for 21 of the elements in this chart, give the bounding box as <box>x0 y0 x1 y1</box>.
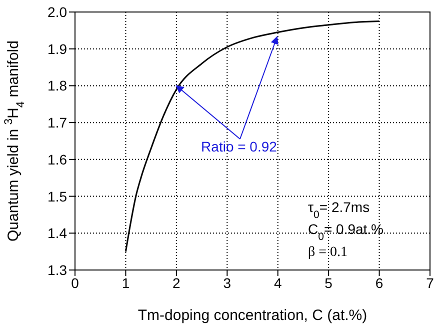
y-tick-label: 1.7 <box>48 114 68 131</box>
x-tick-label: 3 <box>223 274 232 291</box>
annotation: β = 0.1 <box>308 245 348 260</box>
y-tick-label: 1.5 <box>48 188 68 204</box>
y-tick-label: 1.9 <box>48 40 68 57</box>
y-tick-label: 2.0 <box>48 4 68 20</box>
x-axis-title: Tm-doping concentration, C (at.%) <box>138 307 368 324</box>
annotation: C$_{0}$= 0.9at.% <box>308 221 384 243</box>
annotation: Ratio = 0.92 <box>201 138 278 155</box>
annotation: τ$_{0}$= 2.7ms <box>308 199 370 221</box>
x-tick-label: 4 <box>274 274 282 291</box>
y-tick-label: 1.8 <box>48 78 68 94</box>
x-tick-label: 1 <box>122 274 130 291</box>
x-tick-label: 5 <box>324 274 333 291</box>
x-tick-label: 0 <box>71 274 80 291</box>
x-tick-label: 6 <box>375 274 384 291</box>
x-tick-label: 7 <box>426 274 434 291</box>
y-tick-label: 1.6 <box>48 151 68 168</box>
y-tick-label: 1.4 <box>48 225 68 242</box>
x-tick-label: 2 <box>172 274 181 291</box>
y-tick-label: 1.3 <box>48 262 68 278</box>
